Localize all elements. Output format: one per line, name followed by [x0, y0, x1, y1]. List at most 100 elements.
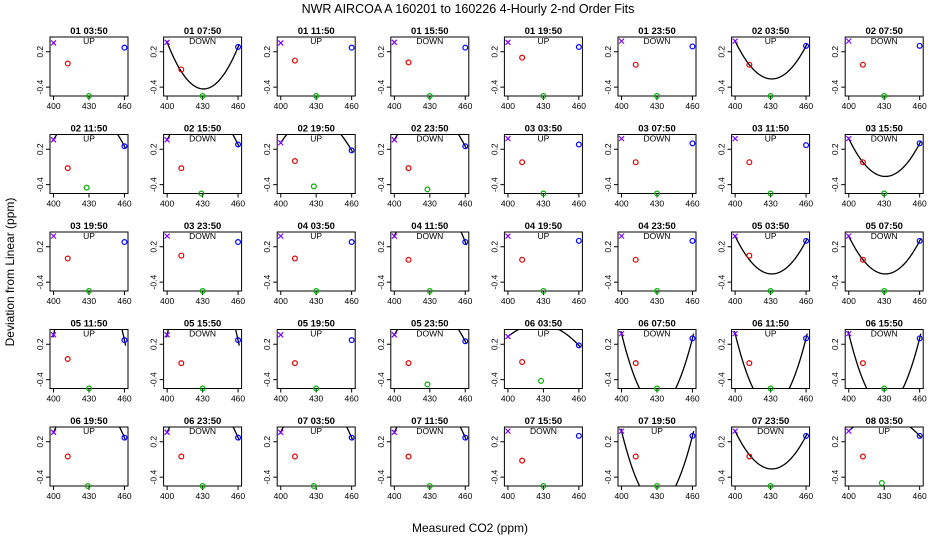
panel-direction-label: UP — [310, 426, 322, 436]
y-tick-label: 0.2 — [35, 46, 45, 58]
x-tick-label: 430 — [877, 101, 891, 111]
panel-title: 07 19:50 — [638, 416, 676, 427]
point-marker — [462, 338, 469, 345]
x-tick-label: 400 — [842, 394, 856, 404]
x-tick-label: 430 — [82, 394, 96, 404]
point-marker — [85, 92, 92, 99]
y-tick-label: 0.2 — [35, 338, 45, 350]
point-marker — [767, 288, 774, 295]
x-tick-label: 400 — [387, 394, 401, 404]
panel-title: 04 23:50 — [638, 221, 676, 232]
point-marker — [881, 190, 888, 197]
point-marker — [746, 360, 753, 367]
panel-direction-label: DOWN — [416, 426, 443, 436]
panel-direction-label: DOWN — [189, 231, 216, 241]
point-marker — [732, 38, 739, 45]
panel-direction-label: UP — [765, 134, 777, 144]
y-tick-label: 0.2 — [35, 143, 45, 155]
panel-title: 03 11:50 — [752, 124, 789, 135]
y-tick-label: 0.2 — [830, 143, 840, 155]
point-marker — [653, 92, 660, 99]
y-tick-label: -0.4 — [830, 470, 840, 485]
x-tick-label: 460 — [231, 101, 245, 111]
point-marker — [732, 428, 739, 435]
point-marker — [164, 39, 171, 46]
x-tick-label: 460 — [685, 101, 699, 111]
point-marker — [277, 331, 284, 338]
y-tick-label: 0.2 — [603, 241, 613, 253]
point-marker — [64, 453, 71, 460]
point-marker — [519, 54, 526, 61]
x-tick-label: 460 — [913, 296, 927, 306]
x-tick-label: 430 — [82, 101, 96, 111]
point-marker — [348, 239, 355, 246]
x-tick-label: 460 — [231, 394, 245, 404]
y-tick-label: -0.4 — [376, 80, 386, 95]
x-tick-label: 400 — [387, 199, 401, 209]
point-marker — [653, 385, 660, 392]
x-tick-label: 430 — [650, 491, 664, 501]
x-tick-label: 400 — [614, 296, 628, 306]
point-marker — [767, 190, 774, 197]
point-marker — [348, 337, 355, 344]
y-tick-label: 0.2 — [830, 436, 840, 448]
panel-title: 05 11:50 — [71, 319, 108, 330]
panel-title: 05 07:50 — [865, 221, 903, 232]
y-tick-label: 0.2 — [717, 436, 727, 448]
x-tick-label: 400 — [274, 491, 288, 501]
point-marker — [277, 139, 284, 146]
x-tick-label: 430 — [650, 296, 664, 306]
y-tick-label: -0.4 — [35, 372, 45, 387]
fit-curve — [847, 234, 922, 275]
y-tick-label: 0.2 — [489, 46, 499, 58]
point-marker — [291, 57, 298, 64]
x-tick-label: 400 — [46, 199, 60, 209]
point-marker — [575, 237, 582, 244]
point-marker — [405, 256, 412, 263]
point-marker — [538, 377, 545, 384]
point-marker — [618, 330, 625, 337]
point-marker — [618, 233, 625, 240]
point-marker — [632, 453, 639, 460]
x-tick-label: 430 — [536, 394, 550, 404]
y-tick-label: -0.4 — [603, 80, 613, 95]
panel-title: 02 07:50 — [865, 26, 903, 37]
point-marker — [462, 143, 469, 150]
y-tick-label: 0.2 — [35, 241, 45, 253]
x-tick-label: 460 — [231, 491, 245, 501]
point-marker — [405, 165, 412, 172]
x-tick-label: 460 — [458, 394, 472, 404]
panel-title: 02 03:50 — [752, 26, 790, 37]
x-tick-label: 430 — [309, 199, 323, 209]
x-tick-label: 400 — [46, 101, 60, 111]
y-tick-label: -0.4 — [830, 372, 840, 387]
y-tick-label: -0.4 — [717, 80, 727, 95]
panel-title: 04 11:50 — [411, 221, 448, 232]
point-marker — [235, 337, 242, 344]
panel-direction-label: DOWN — [416, 231, 443, 241]
y-tick-label: -0.4 — [262, 275, 272, 290]
y-tick-label: 0.2 — [262, 436, 272, 448]
y-tick-label: -0.4 — [262, 470, 272, 485]
panel-title: 07 23:50 — [752, 416, 790, 427]
y-tick-label: 0.2 — [376, 46, 386, 58]
x-tick-label: 460 — [913, 101, 927, 111]
point-marker — [391, 429, 398, 436]
y-tick-label: -0.4 — [262, 372, 272, 387]
y-tick-label: -0.4 — [603, 470, 613, 485]
x-tick-label: 460 — [345, 199, 359, 209]
panel-title: 05 23:50 — [411, 319, 449, 330]
x-tick-label: 430 — [309, 491, 323, 501]
x-tick-label: 430 — [764, 199, 778, 209]
y-tick-label: -0.4 — [489, 275, 499, 290]
panel-title: 06 11:50 — [752, 319, 789, 330]
point-marker — [64, 60, 71, 67]
